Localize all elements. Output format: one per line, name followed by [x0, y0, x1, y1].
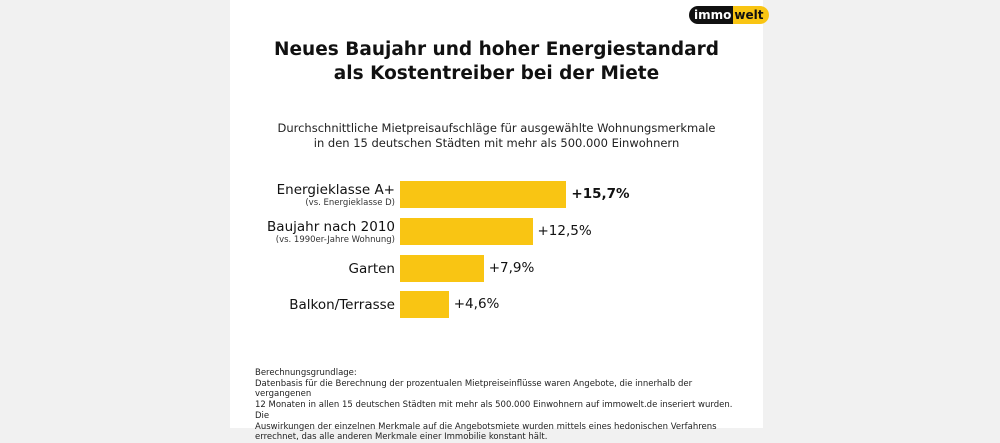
footnote-line-1: Datenbasis für die Berechnung der prozen…	[255, 378, 693, 400]
chart-title: Neues Baujahr und hoher Energiestandard …	[230, 38, 763, 86]
value-label-balkon-terrasse: +4,6%	[453, 296, 500, 312]
category-sublabel: (vs. 1990er-Jahre Wohnung)	[275, 235, 395, 245]
value-label-garten: +7,9%	[488, 260, 535, 276]
category-name: Baujahr nach 2010	[267, 219, 395, 235]
immowelt-logo: immo welt	[689, 6, 770, 24]
category-label-energieklasse-a: Energieklasse A+ (vs. Energieklasse D)	[277, 182, 395, 208]
footnote-line-4: errechnet, das alle anderen Merkmale ein…	[255, 432, 548, 443]
subtitle-line-1: Durchschnittliche Mietpreisaufschläge fü…	[277, 121, 716, 135]
logo-part-immo: immo	[689, 6, 734, 24]
category-name: Garten	[348, 261, 395, 277]
bar-baujahr-nach-2010	[400, 218, 533, 245]
logo-part-welt: welt	[733, 6, 770, 24]
category-sublabel: (vs. Energieklasse D)	[305, 198, 395, 208]
bar-balkon-terrasse	[400, 291, 449, 318]
footnote-line-2: 12 Monaten in allen 15 deutschen Städten…	[255, 400, 733, 421]
footnote-heading: Berechnungsgrundlage:	[255, 368, 357, 378]
value-label-baujahr-nach-2010: +12,5%	[537, 223, 592, 239]
title-line-1: Neues Baujahr und hoher Energiestandard	[274, 39, 719, 60]
subtitle-line-2: in den 15 deutschen Städten mit mehr als…	[313, 136, 680, 150]
title-line-2: als Kostentreiber bei der Miete	[333, 63, 660, 84]
chart-subtitle: Durchschnittliche Mietpreisaufschläge fü…	[230, 121, 763, 151]
infographic-card: immo welt Neues Baujahr und hoher Energie…	[230, 0, 770, 442]
footnote: Berechnungsgrundlage: Datenbasis für die…	[255, 368, 735, 443]
bar-garten	[400, 255, 484, 282]
value-label-energieklasse-a: +15,7%	[571, 186, 630, 202]
category-name: Energieklasse A+	[276, 182, 395, 198]
category-label-baujahr-nach-2010: Baujahr nach 2010 (vs. 1990er-Jahre Wohnu…	[267, 219, 395, 245]
footnote-line-3: Auswirkungen der einzelnen Merkmale auf …	[255, 421, 717, 432]
category-name: Balkon/Terrasse	[289, 297, 395, 313]
category-label-balkon-terrasse: Balkon/Terrasse	[289, 297, 395, 313]
category-label-garten: Garten	[349, 261, 395, 277]
bar-energieklasse-a	[400, 181, 567, 208]
